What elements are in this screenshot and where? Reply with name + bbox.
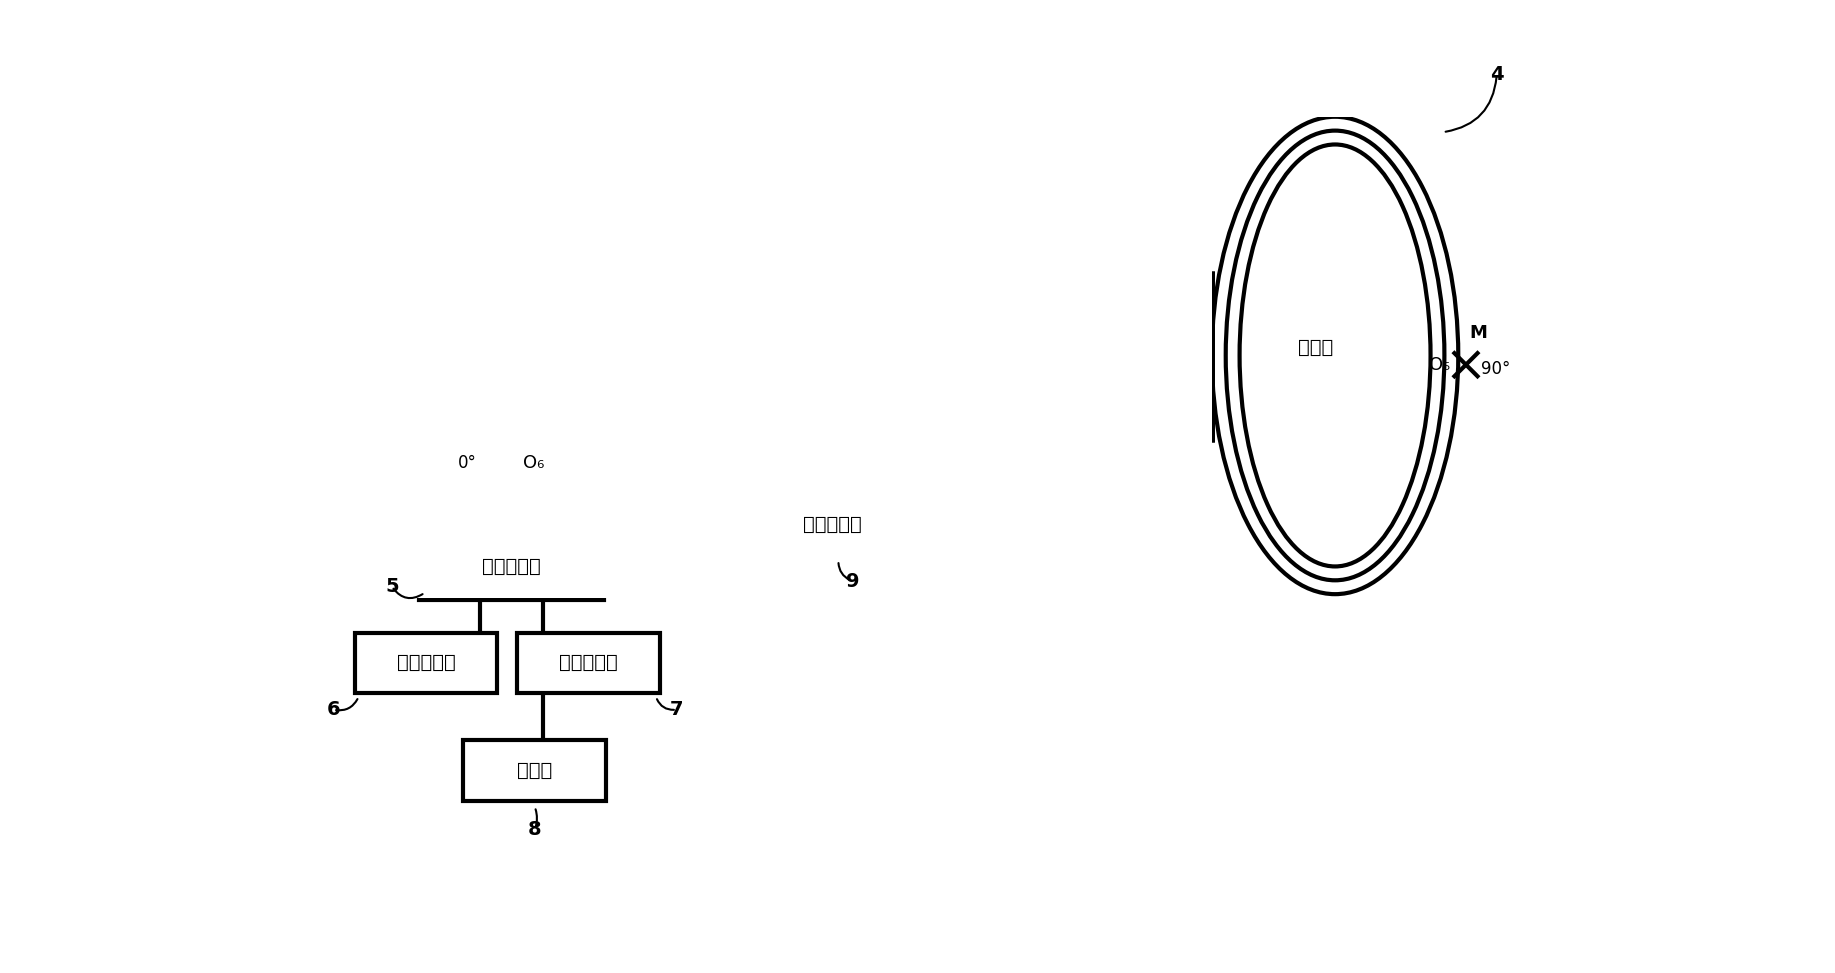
Bar: [354, 632, 497, 693]
Bar: [464, 740, 606, 801]
Bar: [264, 326, 371, 389]
Text: 示波器: 示波器: [517, 761, 552, 780]
Text: 0°: 0°: [938, 454, 960, 473]
Bar: [235, 113, 1211, 598]
Text: 45°: 45°: [411, 317, 442, 336]
Text: 1: 1: [288, 275, 303, 294]
Text: 90°: 90°: [1481, 360, 1510, 378]
Text: 8: 8: [528, 820, 541, 840]
Text: 信号发生器: 信号发生器: [804, 515, 862, 533]
Text: M: M: [1470, 324, 1488, 342]
Text: 光纤环: 光纤环: [1297, 339, 1334, 357]
Text: O₃: O₃: [899, 252, 921, 270]
Text: 第一探测器: 第一探测器: [396, 653, 455, 672]
Text: O₅: O₅: [1429, 356, 1450, 374]
Text: A': A': [773, 329, 789, 346]
Text: 第二探测器: 第二探测器: [560, 653, 618, 672]
Text: O₁: O₁: [417, 378, 437, 395]
Text: D: D: [589, 462, 602, 481]
Text: C': C': [873, 408, 890, 426]
Text: O₂: O₂: [640, 378, 662, 397]
Text: O₄: O₄: [899, 454, 921, 473]
Text: 偏振分束器: 偏振分束器: [483, 557, 541, 576]
Text: C: C: [589, 322, 602, 340]
Text: A: A: [528, 322, 541, 340]
Text: 7: 7: [670, 701, 683, 719]
Text: B: B: [530, 462, 541, 481]
Text: 0°: 0°: [938, 252, 960, 270]
Text: 0°: 0°: [457, 454, 477, 473]
Bar: [517, 632, 661, 693]
Text: 5: 5: [385, 577, 398, 595]
Text: 6: 6: [327, 701, 339, 719]
Text: 0°: 0°: [620, 315, 640, 334]
Text: 4: 4: [1490, 65, 1503, 84]
Text: O₆: O₆: [523, 454, 545, 473]
Bar: [796, 280, 895, 436]
Text: B': B': [872, 290, 890, 308]
Bar: [758, 494, 908, 554]
Bar: [418, 532, 604, 600]
Text: 9: 9: [846, 571, 859, 591]
Text: 3: 3: [813, 205, 826, 224]
Text: 宽谱光源: 宽谱光源: [294, 348, 341, 367]
Text: 2: 2: [576, 263, 591, 282]
